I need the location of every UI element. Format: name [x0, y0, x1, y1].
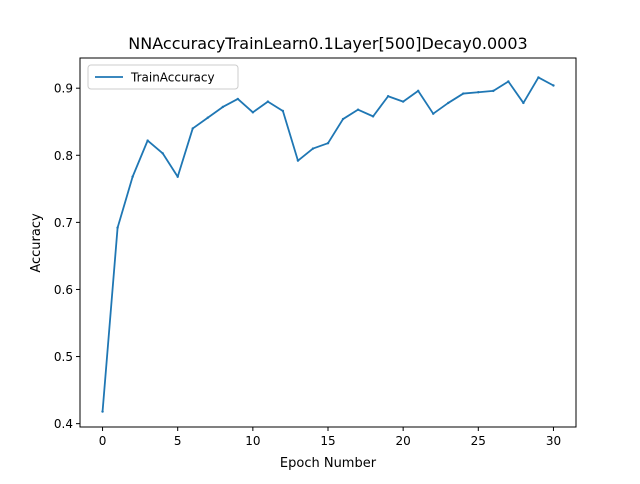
y-tick-label: 0.5 — [54, 350, 73, 364]
y-tick-label: 0.6 — [54, 283, 73, 297]
data-point — [146, 139, 149, 142]
plot-area: 0 5 10 15 20 25 30 0.4 0.5 0.6 0.7 0.8 0.9 TrainAccur… — [54, 57, 577, 448]
y-tick-label: 0.9 — [54, 82, 73, 96]
data-point — [191, 127, 194, 130]
data-point — [356, 108, 360, 111]
legend-box — [87, 64, 239, 90]
data-point — [296, 159, 300, 162]
data-point — [462, 92, 465, 95]
x-tick-label: 20 — [396, 434, 411, 448]
data-point — [131, 175, 134, 178]
data-point — [386, 95, 390, 98]
y-tick-label: 0.4 — [54, 417, 73, 431]
data-point — [281, 109, 285, 113]
x-axis-label: Epoch Number — [280, 456, 377, 471]
data-point — [477, 91, 480, 94]
chart-title: NNAccuracyTrainLearn0.1Layer[500]Decay0.… — [128, 34, 527, 53]
data-point — [371, 115, 375, 118]
x-tick-label: 10 — [245, 434, 260, 448]
data-point — [251, 111, 255, 114]
data-point — [236, 97, 240, 101]
data-point — [507, 80, 510, 83]
data-point — [176, 175, 179, 178]
data-point — [326, 142, 330, 145]
y-tick-label: 0.7 — [54, 216, 73, 230]
data-point — [206, 116, 209, 119]
x-tick-label: 30 — [546, 434, 561, 448]
data-point — [416, 89, 420, 93]
data-point — [447, 101, 450, 105]
x-tick-label: 5 — [174, 434, 182, 448]
data-point — [161, 152, 164, 155]
x-tick-label: 15 — [320, 434, 335, 448]
x-tick-label: 0 — [99, 434, 107, 448]
data-point — [311, 147, 315, 150]
data-point — [401, 100, 405, 103]
x-tick-label: 25 — [471, 434, 486, 448]
data-point — [492, 89, 495, 93]
y-axis-label: Accuracy — [29, 213, 44, 273]
data-point — [552, 84, 555, 87]
y-tick-label: 0.8 — [54, 149, 73, 163]
data-point — [522, 101, 525, 105]
legend: TrainAccuracy — [87, 64, 239, 90]
data-point — [101, 410, 104, 413]
data-point — [116, 226, 119, 229]
legend-label: TrainAccuracy — [130, 71, 215, 85]
data-point — [266, 100, 270, 103]
data-point — [221, 105, 224, 109]
data-point — [341, 117, 345, 121]
data-point — [537, 76, 540, 79]
data-point — [432, 112, 435, 115]
